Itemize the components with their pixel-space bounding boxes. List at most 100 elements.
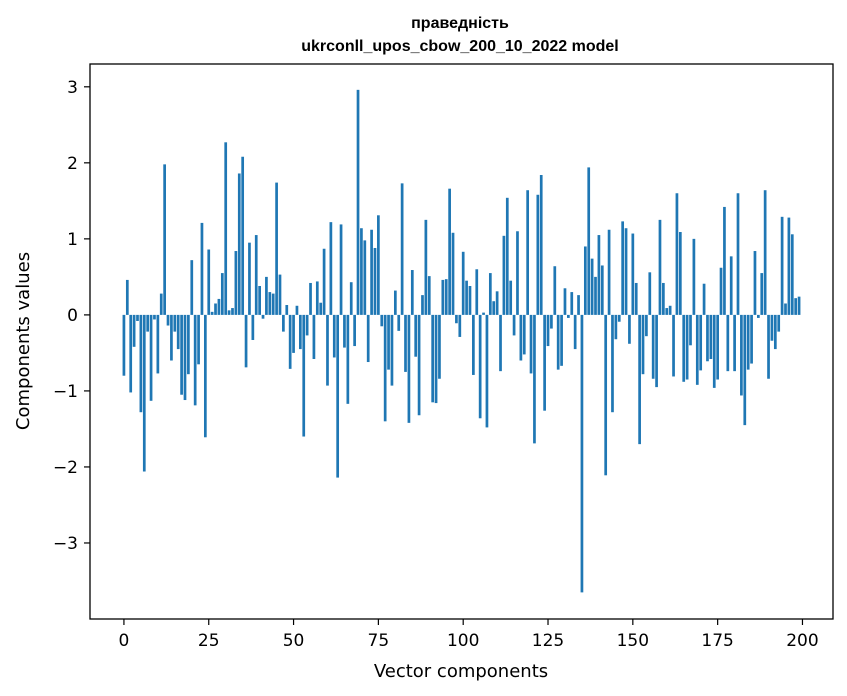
bar-108 — [488, 273, 492, 315]
bar-16 — [176, 314, 180, 350]
bar-181 — [736, 193, 740, 315]
bar-55 — [309, 282, 312, 315]
bar-163 — [675, 193, 679, 315]
bar-89 — [424, 219, 428, 315]
bar-115 — [512, 314, 516, 336]
bar-42 — [265, 276, 268, 315]
x-tick-label: 150 — [617, 631, 649, 651]
bar-28 — [217, 298, 221, 315]
bar-142 — [604, 314, 608, 476]
bar-127 — [553, 266, 557, 315]
bar-31 — [227, 310, 231, 315]
bar-134 — [577, 295, 580, 315]
bar-80 — [393, 290, 397, 315]
bar-124 — [543, 314, 546, 411]
bar-132 — [570, 292, 574, 315]
x-tick-label: 200 — [786, 631, 818, 651]
bar-133 — [573, 314, 577, 350]
bar-22 — [197, 314, 200, 365]
bar-98 — [455, 314, 458, 324]
bar-46 — [278, 274, 282, 315]
bar-96 — [448, 188, 451, 315]
x-tick-label: 100 — [447, 631, 479, 651]
bar-154 — [645, 314, 648, 337]
bar-69 — [356, 89, 360, 315]
x-tick-label: 50 — [283, 631, 305, 651]
bar-137 — [587, 167, 591, 315]
bar-78 — [387, 314, 390, 370]
bar-21 — [193, 314, 197, 406]
bar-60 — [326, 314, 329, 386]
bar-88 — [421, 295, 424, 315]
bar-119 — [526, 190, 530, 315]
bar-141 — [600, 265, 604, 315]
bar-131 — [567, 314, 570, 318]
bar-107 — [485, 314, 489, 428]
bar-146 — [617, 314, 621, 322]
bar-153 — [641, 314, 645, 375]
bar-169 — [695, 314, 699, 385]
bar-136 — [583, 246, 587, 315]
y-tick-label: 0 — [67, 306, 78, 326]
bar-139 — [594, 276, 597, 315]
bar-47 — [282, 314, 285, 332]
bar-118 — [522, 314, 526, 355]
bar-85 — [410, 270, 414, 315]
bar-143 — [607, 229, 611, 315]
bar-113 — [505, 197, 509, 315]
bar-192 — [773, 314, 777, 350]
bar-25 — [207, 249, 211, 315]
bar-195 — [784, 303, 787, 315]
bar-180 — [733, 314, 736, 372]
bar-156 — [651, 314, 655, 379]
bar-95 — [444, 279, 448, 315]
bar-161 — [668, 305, 672, 315]
bar-19 — [187, 314, 190, 375]
bar-63 — [336, 314, 340, 478]
bar-109 — [492, 301, 496, 315]
bar-188 — [760, 273, 764, 315]
bar-138 — [590, 258, 594, 315]
x-tick-label: 25 — [198, 631, 220, 651]
bar-145 — [614, 314, 618, 340]
bar-84 — [407, 314, 411, 423]
bar-159 — [662, 282, 665, 315]
bar-65 — [343, 314, 346, 348]
bar-48 — [285, 305, 289, 315]
bar-75 — [377, 215, 380, 315]
plot-frame — [89, 63, 834, 620]
bar-12 — [163, 164, 166, 315]
bar-144 — [611, 314, 614, 413]
bar-199 — [797, 296, 801, 315]
bar-26 — [210, 311, 214, 315]
bar-150 — [631, 233, 635, 315]
bar-56 — [312, 314, 316, 359]
bar-24 — [203, 314, 207, 438]
bar-43 — [268, 292, 272, 315]
bar-41 — [261, 314, 265, 319]
bar-128 — [556, 314, 560, 370]
bar-178 — [726, 314, 730, 372]
bars-group — [122, 89, 801, 593]
bar-40 — [258, 286, 261, 315]
bar-87 — [417, 314, 421, 416]
bar-160 — [665, 308, 669, 315]
bar-97 — [451, 232, 455, 315]
bar-147 — [621, 221, 625, 315]
bar-194 — [780, 216, 784, 315]
bar-18 — [183, 314, 187, 401]
bar-5 — [139, 314, 143, 413]
bar-83 — [404, 314, 407, 372]
x-axis-label: Vector components — [374, 661, 548, 682]
y-axis-ticks: −3 −2 −1 0 1 2 3 — [53, 78, 90, 554]
bar-155 — [648, 272, 652, 315]
bar-81 — [397, 314, 401, 331]
bar-106 — [482, 312, 485, 315]
bar-179 — [729, 256, 733, 315]
bar-173 — [709, 314, 713, 359]
bar-38 — [251, 314, 255, 340]
bar-121 — [533, 314, 536, 444]
bar-168 — [692, 238, 696, 315]
bar-11 — [159, 293, 163, 315]
